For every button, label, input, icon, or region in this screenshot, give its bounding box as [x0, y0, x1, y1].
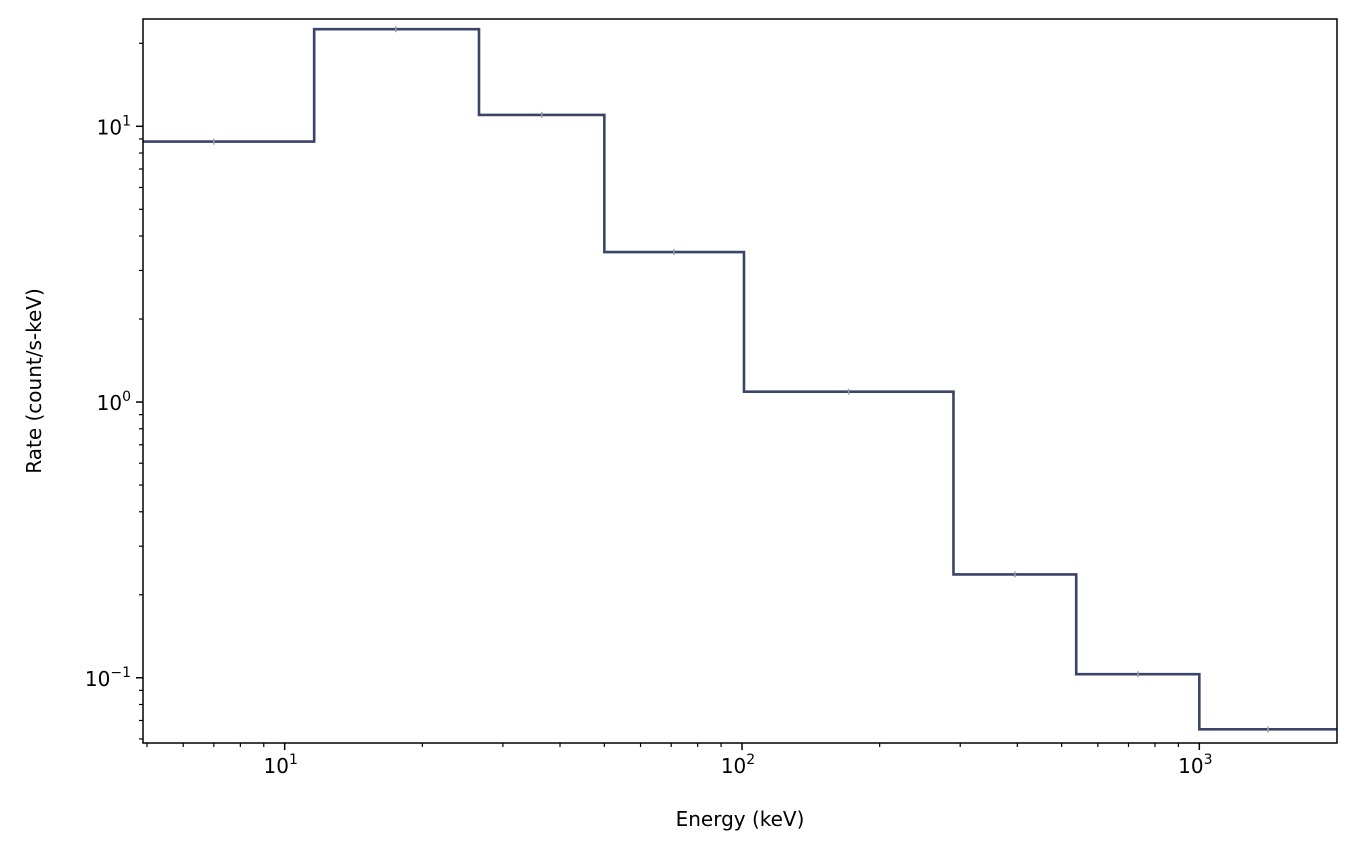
x-tick-label: 101	[263, 752, 297, 778]
y-tick-label: 10−1	[85, 665, 131, 691]
y-tick-label: 100	[97, 389, 131, 415]
x-tick-label: 102	[721, 752, 755, 778]
plot-background	[143, 19, 1337, 743]
x-axis-label: Energy (keV)	[676, 807, 805, 831]
y-tick-label: 101	[97, 113, 131, 139]
major-ticks	[136, 125, 1201, 750]
plot-area	[143, 26, 1337, 733]
plot-frame	[142, 18, 1338, 744]
x-tick-label: 103	[1178, 752, 1212, 778]
y-axis-label: Rate (count/s-keV)	[22, 288, 46, 473]
y-tick-labels: 10−1 100 101	[85, 113, 131, 690]
x-tick-labels: 101 102 103	[263, 752, 1212, 778]
